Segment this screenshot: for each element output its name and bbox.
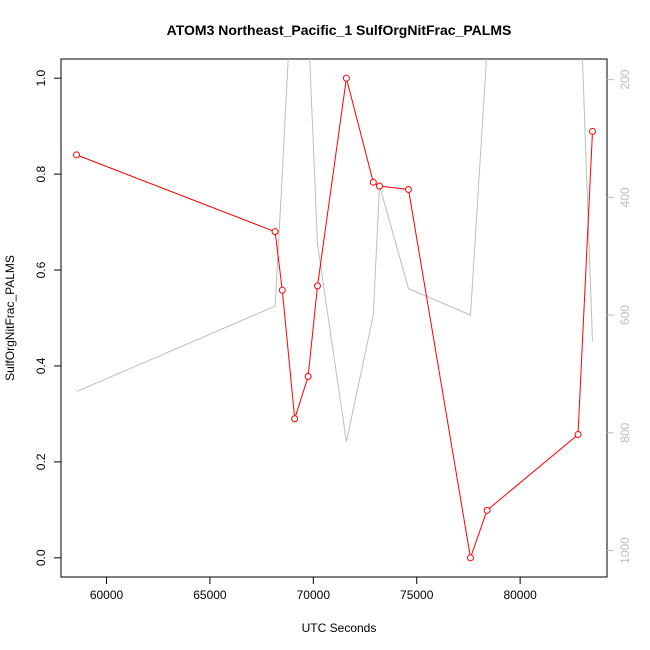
data-point	[369, 178, 377, 186]
plot-frame	[60, 58, 608, 578]
y2-tick-label: 400	[618, 187, 632, 207]
y2-tick-label: 600	[618, 305, 632, 325]
grey-series-line	[76, 59, 593, 442]
x-axis-label: UTC Seconds	[302, 621, 377, 635]
chart-title: ATOM3 Northeast_Pacific_1 SulfOrgNitFrac…	[167, 22, 512, 38]
data-point	[376, 182, 383, 190]
red-series-line	[76, 78, 593, 558]
data-point	[278, 286, 286, 294]
y-tick-label: 1.0	[34, 70, 48, 87]
data-point	[73, 151, 81, 159]
data-point	[467, 554, 474, 562]
x-axis-ticks: 60000 65000 70000 75000 80000	[90, 577, 537, 602]
data-point	[304, 373, 312, 381]
y2-tick-label: 800	[618, 422, 632, 442]
y-tick-label: 0.6	[34, 261, 48, 278]
y2-axis-ticks: 200 400 600 800 1000	[607, 69, 632, 564]
data-point	[313, 282, 321, 290]
x-tick-label: 75000	[400, 588, 434, 602]
data-point	[574, 431, 582, 439]
data-point	[483, 506, 491, 514]
data-point	[404, 185, 412, 193]
data-point	[271, 228, 279, 236]
x-tick-label: 60000	[90, 588, 124, 602]
y-tick-label: 0.8	[34, 165, 48, 182]
y-tick-label: 0.4	[34, 357, 48, 374]
y2-tick-label: 1000	[618, 537, 632, 564]
y-tick-label: 0.2	[34, 453, 48, 470]
y-axis-label: SulfOrgNitFrac_PALMS	[3, 255, 17, 381]
x-tick-label: 80000	[503, 588, 537, 602]
x-tick-label: 70000	[297, 588, 331, 602]
y2-tick-label: 200	[618, 69, 632, 89]
y-axis-ticks: 0.0 0.2 0.4 0.6 0.8 1.0	[34, 70, 61, 566]
data-point	[589, 127, 597, 135]
y-tick-label: 0.0	[34, 549, 48, 566]
series-layer	[73, 59, 597, 562]
data-point	[342, 74, 350, 82]
x-tick-label: 65000	[193, 588, 227, 602]
data-point	[291, 415, 299, 423]
